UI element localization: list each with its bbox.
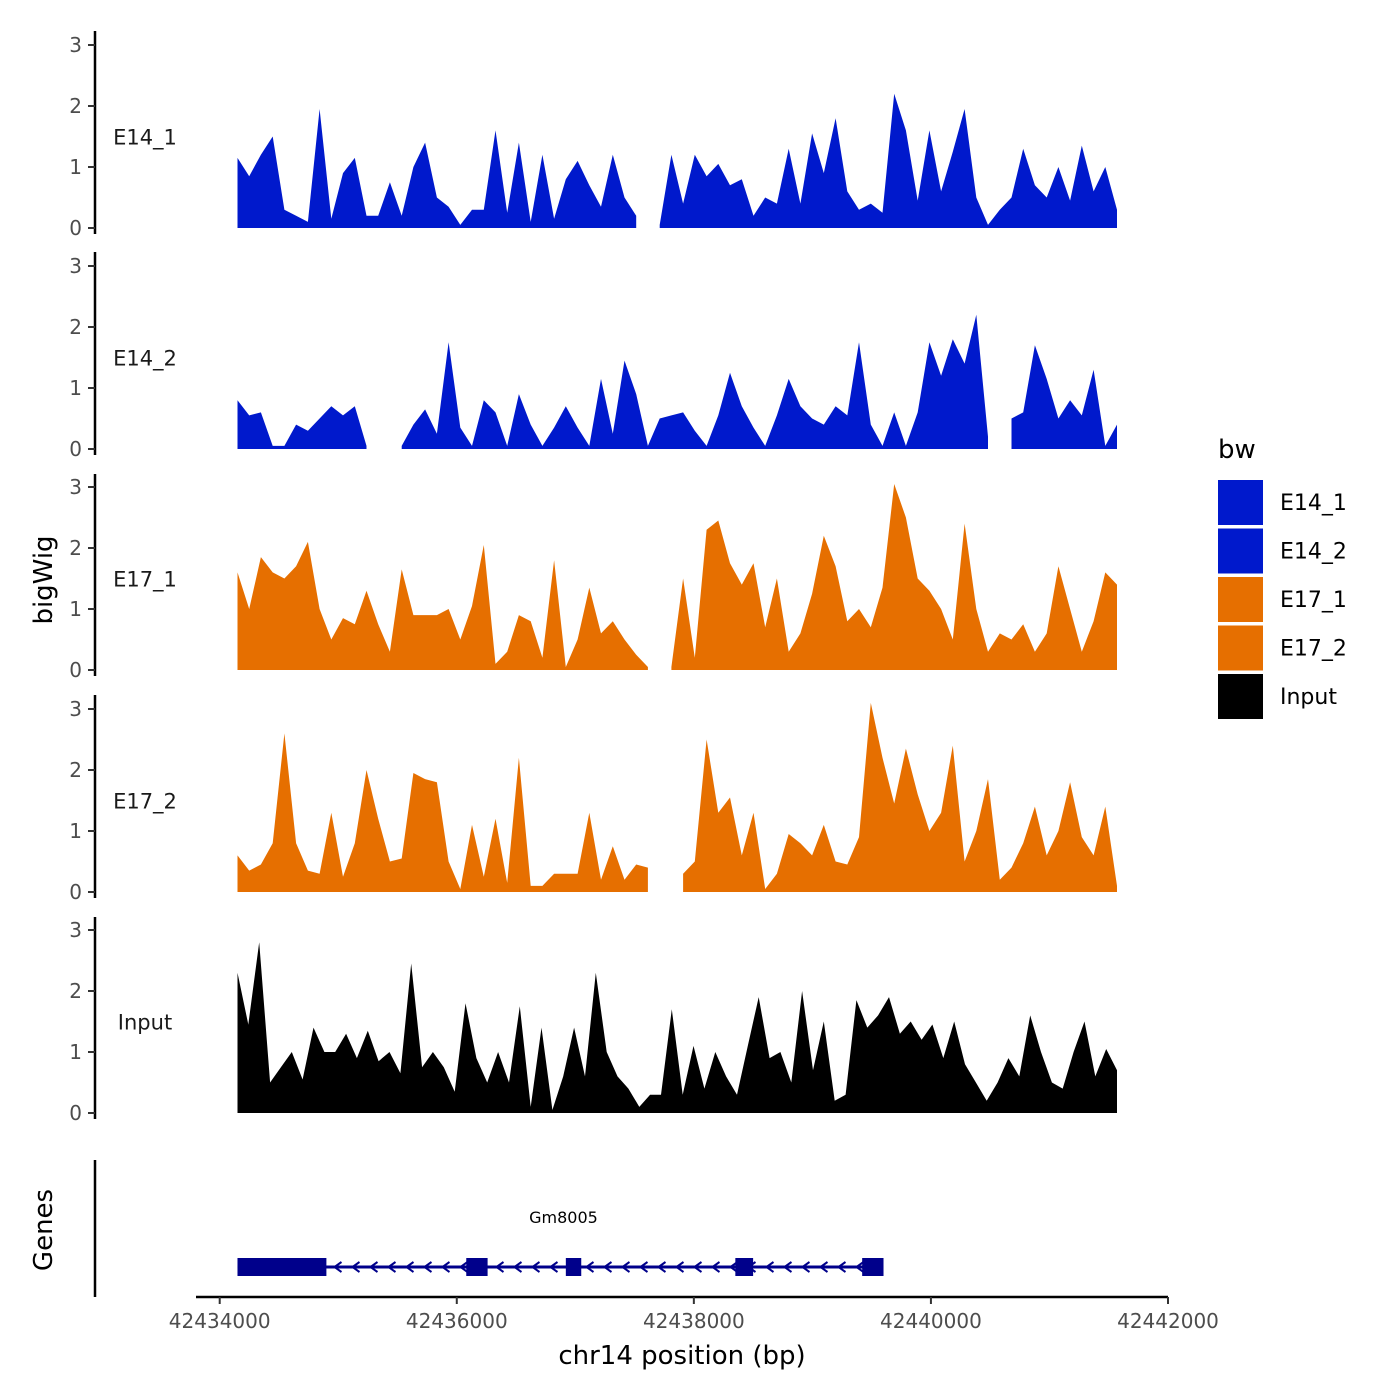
- legend-label: E17_1: [1280, 588, 1347, 613]
- y-tick-label: 3: [69, 475, 82, 499]
- gene-exon: [237, 1258, 327, 1276]
- legend-label: E17_2: [1280, 637, 1347, 662]
- track-label: E17_1: [113, 568, 177, 593]
- gene-name-label: Gm8005: [529, 1208, 598, 1227]
- x-tick-label: 42436000: [406, 1309, 508, 1333]
- y-tick-label: 2: [69, 979, 82, 1003]
- x-tick-label: 42440000: [880, 1309, 982, 1333]
- legend: bw E14_1 E14_2 E17_1 E17_2 Input: [1218, 435, 1347, 719]
- track-input: 0 1 2 3 Input: [69, 917, 1117, 1125]
- strand-chevron: [584, 1261, 595, 1273]
- signal-area: [1011, 345, 1117, 449]
- gene-exon: [565, 1258, 582, 1276]
- y-tick-label: 0: [69, 1101, 82, 1125]
- genes-track: Genes Gm8005: [29, 1160, 884, 1297]
- y-tick-label: 1: [69, 597, 82, 621]
- y-tick-label: 2: [69, 94, 82, 118]
- legend-swatch: [1218, 528, 1263, 574]
- strand-chevron: [386, 1261, 397, 1273]
- track-label: E14_1: [113, 126, 177, 151]
- strand-chevron: [440, 1261, 451, 1273]
- strand-chevron: [530, 1261, 541, 1273]
- strand-chevron: [368, 1261, 379, 1273]
- strand-chevron: [638, 1261, 649, 1273]
- strand-chevron: [404, 1261, 415, 1273]
- strand-chevron: [692, 1261, 703, 1273]
- genes-track-label: Genes: [29, 1189, 59, 1271]
- y-tick-label: 3: [69, 918, 82, 942]
- track-e17-2: 0 1 2 3 E17_2: [69, 695, 1117, 904]
- gene-exon: [735, 1258, 754, 1276]
- y-tick-label: 1: [69, 376, 82, 400]
- signal-area: [237, 942, 1117, 1113]
- strand-chevron: [674, 1261, 685, 1273]
- signal-area: [237, 109, 637, 228]
- x-axis: 42434000 42436000 42438000 42440000 42442000: [169, 1295, 1219, 1333]
- signal-tracks: 0 1 2 3 E14_1 0 1 2 3 E14_2 0 1 2 3 E17_1 0 1 2 3 E17_2 0 1 2 3…: [69, 31, 1117, 1125]
- track-label: E14_2: [113, 347, 177, 372]
- signal-area: [401, 314, 988, 449]
- strand-chevron: [332, 1261, 343, 1273]
- strand-chevron: [710, 1261, 721, 1273]
- y-axis-title: bigWig: [29, 535, 59, 624]
- signal-area: [237, 541, 648, 670]
- track-e14-2: 0 1 2 3 E14_2: [69, 252, 1117, 461]
- strand-chevron: [602, 1261, 613, 1273]
- track-e14-1: 0 1 2 3 E14_1: [69, 31, 1117, 240]
- x-tick-label: 42442000: [1117, 1309, 1219, 1333]
- y-tick-label: 0: [69, 216, 82, 240]
- legend-label: E14_2: [1280, 540, 1347, 565]
- y-tick-label: 1: [69, 155, 82, 179]
- strand-chevron: [512, 1261, 523, 1273]
- signal-area: [671, 484, 1117, 670]
- y-tick-label: 2: [69, 758, 82, 782]
- x-axis-title: chr14 position (bp): [558, 1341, 805, 1371]
- strand-chevron: [782, 1261, 793, 1273]
- strand-chevron: [656, 1261, 667, 1273]
- strand-chevron: [854, 1261, 865, 1273]
- y-tick-label: 0: [69, 437, 82, 461]
- strand-chevron: [764, 1261, 775, 1273]
- strand-chevron: [548, 1261, 559, 1273]
- y-tick-label: 0: [69, 880, 82, 904]
- strand-chevron: [458, 1261, 469, 1273]
- y-tick-label: 3: [69, 697, 82, 721]
- track-label: Input: [118, 1011, 172, 1035]
- signal-area: [237, 400, 367, 449]
- strand-chevron: [818, 1261, 829, 1273]
- x-tick-label: 42438000: [643, 1309, 745, 1333]
- track-label: E17_2: [113, 790, 177, 815]
- strand-chevron: [728, 1261, 739, 1273]
- gene-exon: [466, 1258, 488, 1276]
- legend-label: Input: [1280, 685, 1337, 710]
- x-tick-label: 42434000: [169, 1309, 271, 1333]
- strand-chevron: [800, 1261, 811, 1273]
- y-tick-label: 0: [69, 658, 82, 682]
- legend-title: bw: [1218, 435, 1256, 465]
- legend-swatch: [1218, 625, 1263, 671]
- signal-area: [237, 733, 648, 892]
- strand-chevron: [836, 1261, 847, 1273]
- y-tick-label: 2: [69, 315, 82, 339]
- legend-label: E14_1: [1280, 491, 1347, 516]
- y-tick-label: 1: [69, 1040, 82, 1064]
- strand-chevron: [620, 1261, 631, 1273]
- y-tick-label: 1: [69, 819, 82, 843]
- gene-exon: [862, 1258, 884, 1276]
- strand-chevron: [422, 1261, 433, 1273]
- signal-area: [683, 702, 1117, 892]
- legend-swatch: [1218, 577, 1263, 622]
- legend-swatch: [1218, 480, 1263, 525]
- y-tick-label: 3: [69, 254, 82, 278]
- y-tick-label: 2: [69, 536, 82, 560]
- strand-chevron: [350, 1261, 361, 1273]
- signal-area: [659, 93, 1117, 228]
- track-e17-1: 0 1 2 3 E17_1: [69, 474, 1117, 682]
- y-tick-label: 3: [69, 33, 82, 57]
- legend-swatch: [1218, 674, 1263, 719]
- strand-chevron: [494, 1261, 505, 1273]
